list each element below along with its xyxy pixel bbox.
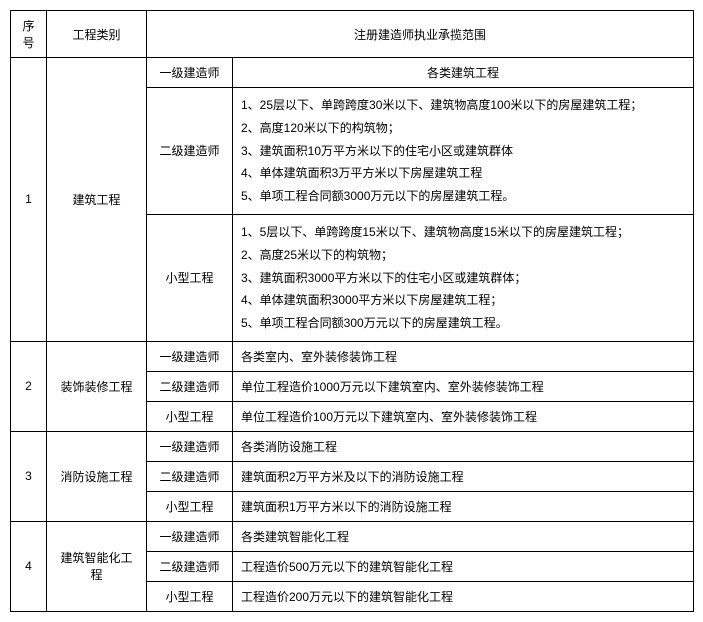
cell-category: 建筑智能化工程 — [47, 521, 147, 611]
header-category: 工程类别 — [47, 11, 147, 58]
cell-idx: 2 — [11, 341, 47, 431]
cell-scope: 建筑面积1万平方米以下的消防设施工程 — [233, 491, 694, 521]
cell-scope: 1、25层以下、单跨跨度30米以下、建筑物高度100米以下的房屋建筑工程； 2、… — [233, 88, 694, 215]
cell-level: 一级建造师 — [147, 521, 233, 551]
cell-level: 小型工程 — [147, 581, 233, 611]
cell-category: 装饰装修工程 — [47, 341, 147, 431]
cell-scope: 建筑面积2万平方米及以下的消防设施工程 — [233, 461, 694, 491]
cell-level: 二级建造师 — [147, 551, 233, 581]
cell-scope: 工程造价500万元以下的建筑智能化工程 — [233, 551, 694, 581]
cell-scope: 工程造价200万元以下的建筑智能化工程 — [233, 581, 694, 611]
header-scope: 注册建造师执业承揽范围 — [147, 11, 694, 58]
cell-level: 二级建造师 — [147, 461, 233, 491]
table-row: 1建筑工程一级建造师各类建筑工程 — [11, 58, 694, 88]
cell-scope: 各类建筑智能化工程 — [233, 521, 694, 551]
header-row: 序号工程类别注册建造师执业承揽范围 — [11, 11, 694, 58]
cell-scope: 单位工程造价1000万元以下建筑室内、室外装修装饰工程 — [233, 371, 694, 401]
cell-level: 一级建造师 — [147, 341, 233, 371]
cell-level: 一级建造师 — [147, 58, 233, 88]
cell-level: 小型工程 — [147, 491, 233, 521]
cell-scope: 各类消防设施工程 — [233, 431, 694, 461]
header-idx: 序号 — [11, 11, 47, 58]
table-row: 3消防设施工程一级建造师各类消防设施工程 — [11, 431, 694, 461]
cell-scope: 单位工程造价100万元以下建筑室内、室外装修装饰工程 — [233, 401, 694, 431]
cell-scope: 各类室内、室外装修装饰工程 — [233, 341, 694, 371]
cell-category: 消防设施工程 — [47, 431, 147, 521]
table-row: 4建筑智能化工程一级建造师各类建筑智能化工程 — [11, 521, 694, 551]
cell-category: 建筑工程 — [47, 58, 147, 342]
cell-level: 二级建造师 — [147, 88, 233, 215]
cell-idx: 4 — [11, 521, 47, 611]
cell-level: 二级建造师 — [147, 371, 233, 401]
cell-scope: 1、5层以下、单跨跨度15米以下、建筑物高度15米以下的房屋建筑工程； 2、高度… — [233, 214, 694, 341]
cell-idx: 3 — [11, 431, 47, 521]
scope-table: 序号工程类别注册建造师执业承揽范围1建筑工程一级建造师各类建筑工程二级建造师1、… — [10, 10, 694, 612]
cell-level: 小型工程 — [147, 214, 233, 341]
cell-level: 小型工程 — [147, 401, 233, 431]
cell-scope: 各类建筑工程 — [233, 58, 694, 88]
cell-idx: 1 — [11, 58, 47, 342]
table-row: 2装饰装修工程一级建造师各类室内、室外装修装饰工程 — [11, 341, 694, 371]
cell-level: 一级建造师 — [147, 431, 233, 461]
